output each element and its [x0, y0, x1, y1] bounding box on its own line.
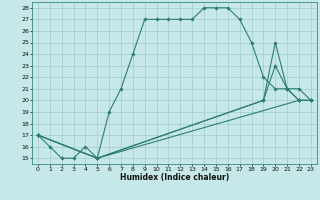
X-axis label: Humidex (Indice chaleur): Humidex (Indice chaleur): [120, 173, 229, 182]
